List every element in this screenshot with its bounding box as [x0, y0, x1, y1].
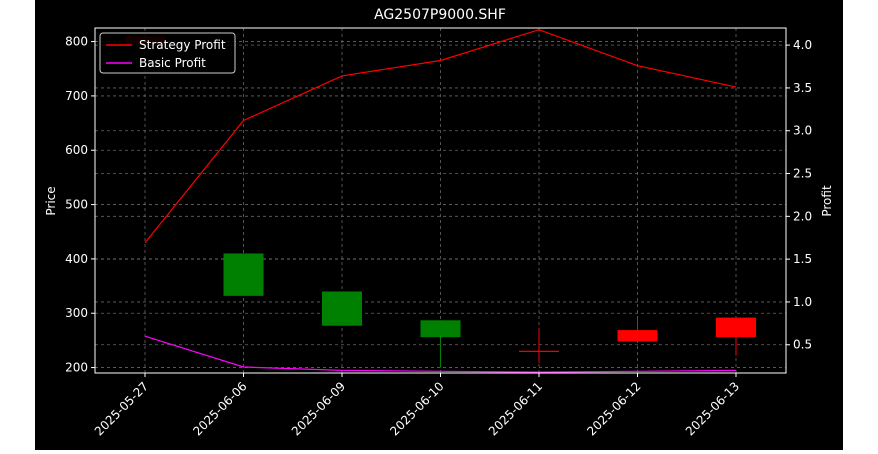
chart-title: AG2507P9000.SHF: [374, 7, 506, 23]
legend-box: [99, 32, 236, 74]
left-axis: 200 300 400 500 600 700 800: [65, 35, 95, 375]
candle-body: [322, 291, 362, 326]
right-tick-label: 4.0: [793, 38, 812, 52]
left-axis-label: Price: [44, 186, 58, 215]
left-tick-label: 700: [65, 89, 88, 103]
candle-body: [519, 350, 559, 352]
left-tick-label: 200: [65, 361, 88, 375]
right-tick-label: 3.0: [793, 124, 812, 138]
left-tick-label: 600: [65, 143, 88, 157]
candle-body: [716, 317, 756, 338]
right-axis-label: Profit: [820, 185, 834, 217]
right-tick-label: 0.5: [793, 338, 812, 352]
series-line: [144, 335, 737, 373]
series-line: [144, 29, 737, 244]
right-axis: 0.5 1.0 1.5 2.0 2.5 3.0 3.5 4.0: [786, 38, 812, 352]
legend-label: Strategy Profit: [139, 38, 226, 52]
candlestick-series: [125, 36, 756, 368]
profit-lines: [144, 29, 737, 373]
right-tick-label: 2.5: [793, 167, 812, 181]
left-tick-label: 800: [65, 35, 88, 49]
candle-body: [223, 253, 264, 296]
candle-body: [617, 330, 658, 342]
right-tick-label: 1.5: [793, 252, 812, 266]
legend-label: Basic Profit: [139, 56, 206, 70]
left-tick-label: 400: [65, 252, 88, 266]
left-tick-label: 300: [65, 306, 88, 320]
legend: Strategy Profit Basic Profit: [99, 32, 236, 74]
candle-body: [420, 320, 461, 338]
right-tick-label: 1.0: [793, 295, 812, 309]
right-tick-label: 2.0: [793, 209, 812, 223]
right-tick-label: 3.5: [793, 81, 812, 95]
plot-area: [95, 28, 786, 373]
left-tick-label: 500: [65, 198, 88, 212]
